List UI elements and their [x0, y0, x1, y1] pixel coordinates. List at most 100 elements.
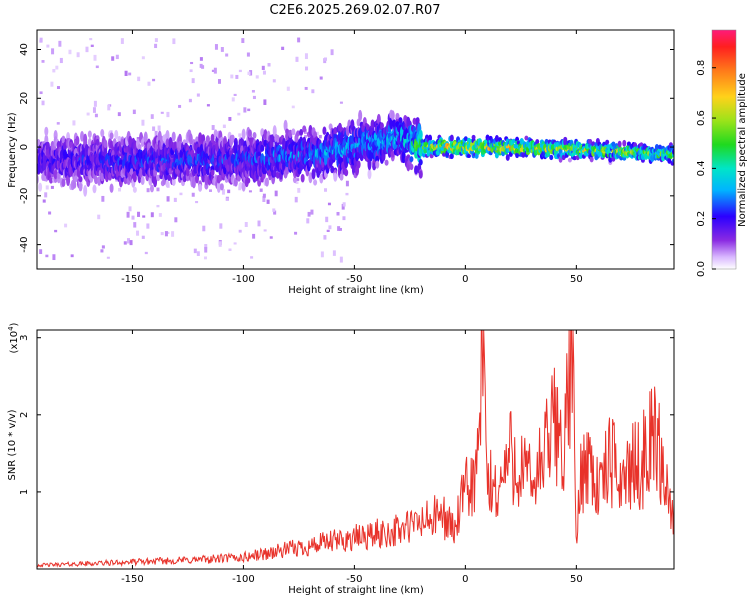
heatmap-noise-cell	[294, 231, 298, 235]
heatmap-noise-cell	[233, 93, 237, 96]
heatmap-cell	[567, 157, 572, 163]
snr-plot-area	[37, 330, 674, 569]
heatmap-cell	[38, 182, 43, 192]
heatmap-noise-cell	[241, 38, 245, 43]
heatmap-noise-cell	[252, 95, 256, 100]
snr-y-label: SNR (10 * v/v)	[7, 409, 18, 480]
heatmap-noise-cell	[76, 52, 80, 58]
heatmap-cell	[449, 153, 454, 160]
heatmap-cell	[188, 133, 193, 145]
heatmap-noise-cell	[56, 86, 60, 90]
heatmap-noise-cell	[195, 201, 199, 204]
heatmap-cell	[117, 135, 122, 144]
heatmap-noise-cell	[141, 119, 145, 126]
heatmap-noise-cell	[248, 190, 252, 193]
heatmap-noise-cell	[179, 192, 183, 196]
heatmap-noise-cell	[211, 69, 215, 72]
heatmap-noise-cell	[272, 208, 276, 212]
heatmap-noise-cell	[341, 203, 345, 210]
heatmap-noise-cell	[345, 192, 349, 196]
heatmap-cell	[322, 126, 327, 135]
heatmap-noise-cell	[117, 112, 121, 117]
heatmap-cell	[370, 119, 375, 128]
snr-panel: -150 -100 -50 0 50 3 2 1 Height of straight li…	[7, 322, 675, 596]
heatmap-noise-cell	[262, 70, 266, 75]
heatmap-cell	[78, 176, 83, 183]
heatmap-noise-cell	[50, 81, 54, 87]
colorbar-gradient	[711, 29, 737, 270]
spectrogram-y-ticks: 40 20 0 -20 -40	[19, 43, 674, 253]
heatmap-cell	[299, 129, 304, 136]
heatmap-cell	[330, 165, 335, 174]
heatmap-cell	[240, 137, 245, 148]
heatmap-noise-cell	[345, 180, 349, 187]
heatmap-noise-cell	[50, 185, 54, 189]
heatmap-noise-cell	[137, 211, 141, 217]
heatmap-noise-cell	[171, 231, 175, 237]
heatmap-noise-cell	[100, 249, 104, 253]
heatmap-cell	[463, 136, 468, 142]
heatmap-cell	[272, 170, 277, 178]
heatmap-cell	[292, 176, 297, 184]
heatmap-cell	[97, 176, 102, 186]
heatmap-noise-cell	[295, 56, 299, 62]
heatmap-noise-cell	[219, 223, 223, 229]
colorbar-tick-label: 0.2	[696, 211, 707, 227]
heatmap-cell	[125, 146, 130, 153]
heatmap-noise-cell	[269, 236, 273, 239]
heatmap-cell	[344, 169, 349, 177]
heatmap-noise-cell	[338, 227, 342, 231]
heatmap-noise-cell	[147, 81, 151, 86]
heatmap-noise-cell	[281, 46, 285, 51]
spectrogram-y-tick-label: -40	[19, 236, 30, 252]
snr-x-tick-label: -100	[232, 574, 255, 585]
heatmap-noise-cell	[89, 38, 93, 41]
heatmap-noise-cell	[158, 213, 162, 217]
heatmap-cell	[384, 159, 389, 166]
heatmap-noise-cell	[263, 229, 267, 232]
heatmap-noise-cell	[305, 66, 309, 71]
heatmap-noise-cell	[172, 38, 176, 45]
heatmap-cell	[409, 163, 414, 171]
heatmap-noise-cell	[324, 188, 328, 192]
heatmap-noise-cell	[128, 72, 132, 76]
heatmap-noise-cell	[45, 254, 49, 258]
heatmap-cell	[94, 175, 99, 185]
heatmap-noise-cell	[120, 38, 124, 44]
heatmap-cell	[167, 174, 172, 182]
heatmap-noise-cell	[337, 226, 341, 231]
heatmap-noise-cell	[70, 254, 74, 258]
heatmap-noise-cell	[129, 240, 133, 246]
heatmap-cell	[260, 144, 265, 152]
heatmap-noise-cell	[235, 74, 239, 79]
heatmap-noise-cell	[228, 116, 232, 121]
heatmap-cell	[302, 125, 307, 133]
heatmap-cell	[546, 150, 551, 157]
heatmap-cell	[622, 139, 627, 147]
heatmap-noise-cell	[227, 189, 231, 194]
heatmap-cell	[418, 129, 423, 140]
heatmap-cell	[193, 163, 198, 174]
heatmap-noise-cell	[291, 105, 295, 109]
heatmap-cell	[263, 139, 268, 147]
heatmap-noise-cell	[252, 233, 256, 239]
heatmap-noise-cell	[193, 248, 197, 254]
heatmap-noise-cell	[225, 197, 229, 201]
heatmap-cell	[358, 109, 363, 122]
heatmap-noise-cell	[52, 254, 56, 261]
heatmap-cell	[45, 141, 50, 150]
heatmap-noise-cell	[188, 98, 192, 103]
heatmap-noise-cell	[266, 199, 270, 204]
spectrogram-x-tick-label: 0	[462, 274, 468, 285]
heatmap-noise-cell	[101, 195, 105, 202]
heatmap-noise-cell	[164, 231, 168, 237]
heatmap-cell	[379, 122, 384, 130]
heatmap-noise-cell	[274, 190, 278, 197]
heatmap-cell	[120, 138, 125, 146]
heatmap-cell	[263, 129, 268, 140]
heatmap-noise-cell	[133, 222, 137, 228]
heatmap-cell	[356, 160, 361, 169]
heatmap-noise-cell	[131, 215, 135, 220]
heatmap-noise-cell	[238, 69, 242, 73]
heatmap-noise-cell	[273, 210, 277, 215]
